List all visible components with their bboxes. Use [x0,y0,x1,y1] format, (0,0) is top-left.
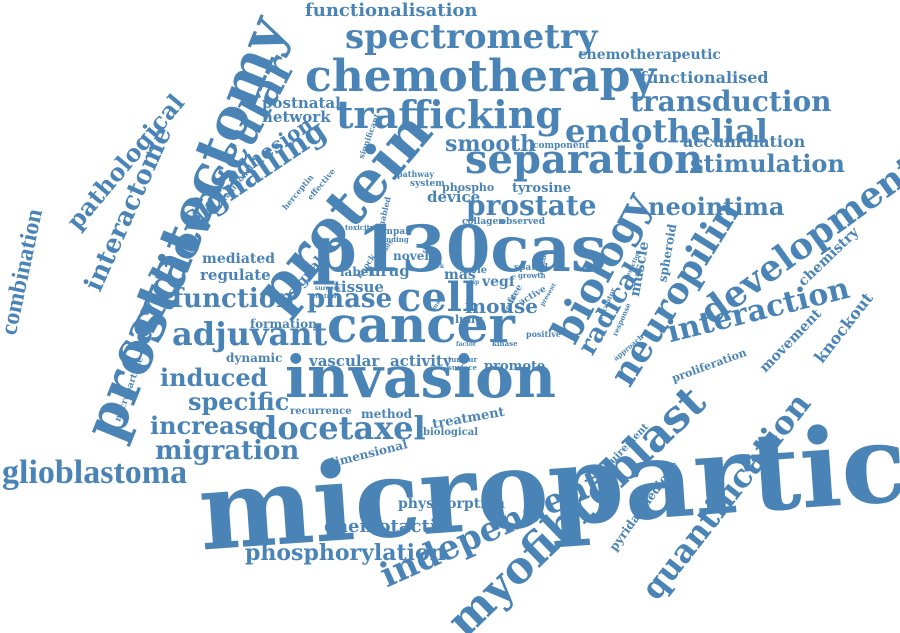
word-adjuvant: adjuvant [172,315,328,353]
word-collagen: collagen [462,217,505,227]
word-chemotherapy: chemotherapy [305,51,657,102]
word-trafficking: trafficking [336,92,562,137]
word-p130cas: p130cas [312,212,607,287]
word-endothelial: endothelial [565,112,768,150]
word-prostate: prostate [466,189,597,222]
word-accumulation: accumulation [683,132,806,151]
word-observed: observed [500,217,546,227]
word-lung: lung [455,313,483,326]
word-stimulation: stimulation [690,149,845,178]
word-smooth: smooth [445,131,537,157]
word-chemotherapeutic: chemotherapeutic [578,47,721,63]
word-spectrometry: spectrometry [345,17,598,57]
word-novel: novel [393,249,429,263]
word-chemotactic: chemotactic [324,516,448,537]
word-surface: surface [448,363,477,372]
word-component: component [533,141,590,151]
word-role: role [465,265,488,276]
word-positive: positive [526,329,561,339]
word-vascular: vascular [309,352,380,370]
word-kinase: kinase [492,339,518,348]
word-mediated: mediated [202,251,276,267]
word-phase: phase [307,284,393,314]
word-system: system [410,179,445,189]
word-mas: mas [444,267,476,283]
word-mouse: mouse [465,294,539,318]
word-impair: impair [380,227,414,237]
word-postnatal: postnatal [262,94,341,112]
word-spatial: spatial [514,263,549,273]
word-cancer: cancer [327,295,515,354]
word-glioblastoma: glioblastoma [2,454,188,491]
word-induced: induced [160,363,268,392]
word-vegf: vegf [482,274,515,290]
word-label: label [340,265,373,279]
word-dynamic: dynamic [226,351,283,365]
word-specific: specific [188,387,290,416]
word-formation: formation [250,317,317,331]
word-device: device [427,188,481,206]
word-tissue: tissue [334,278,384,296]
word-drug: drug [370,262,410,280]
word-tumour: tumour [448,355,478,364]
word-transduction: transduction [630,85,832,118]
word-invasion: invasion [285,343,557,411]
word-recurrence: recurrence [290,406,352,417]
word-tyrosine: tyrosine [512,181,572,196]
word-click: click [428,263,445,270]
word-phospho: phospho [442,181,495,194]
word-tip: tip [470,279,480,286]
word-factor: factor [456,341,477,348]
word-method: method [361,407,412,421]
word-growth: growth [518,271,546,280]
word-toxicity: toxicity [345,223,374,232]
word-control: control [312,293,337,300]
word-surgery: surgery [315,285,341,292]
word-functionalised: functionalised [640,68,769,87]
word-regulate: regulate [200,266,271,284]
word-biological: biological [423,427,479,438]
word-separation: separation [465,136,704,183]
word-promote: promote [484,359,546,374]
word-finding: finding [381,235,409,244]
word-increase: increase [150,411,264,440]
word-pathway: pathway [397,169,435,179]
word-neointima: neointima [648,192,785,221]
word-combination: combination [0,206,49,338]
word-functionalisation: functionalisation [305,0,478,21]
word-phosphorylation: phosphorylation [245,540,446,566]
word-cell: cell [397,274,478,321]
word-docetaxel: docetaxel [255,409,426,447]
word-network: network [262,108,331,126]
word-function: function [172,284,295,314]
word-activity: activity [390,352,452,370]
word-proliferation: proliferation [670,345,749,386]
word-migration: migration [155,436,300,466]
word-physisorption: physisorption [398,496,505,512]
